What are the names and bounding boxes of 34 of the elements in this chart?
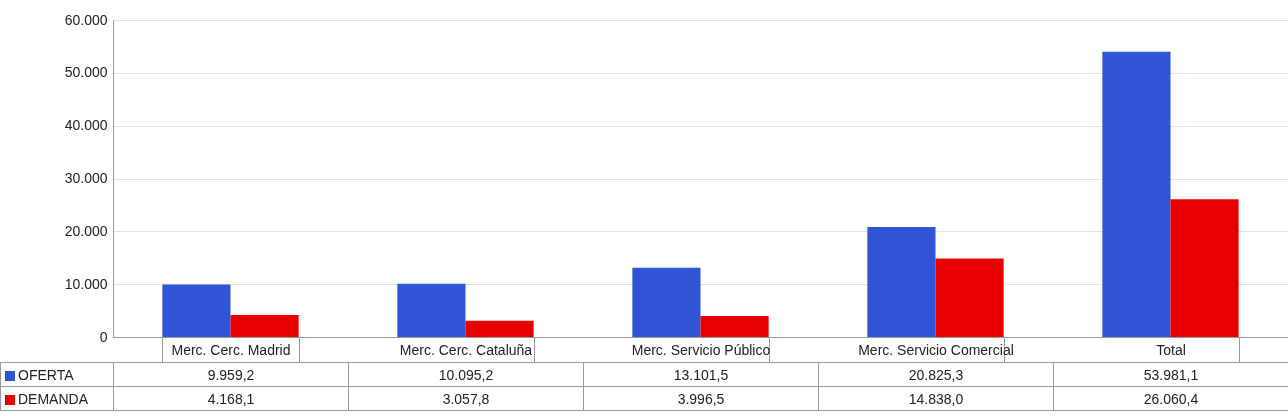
bar xyxy=(1170,199,1239,337)
bar xyxy=(632,267,701,337)
y-tick-label: 20.000 xyxy=(64,222,108,239)
bar xyxy=(700,315,769,337)
legend-label: OFERTA xyxy=(0,362,114,387)
bar xyxy=(867,226,936,337)
bar xyxy=(162,284,231,337)
x-tick-label: Merc. Cerc. Madrid xyxy=(171,341,291,358)
data-label: 20.825,3 xyxy=(818,362,1054,387)
bar xyxy=(1102,51,1171,337)
data-label: 9.959,2 xyxy=(113,362,349,387)
y-tick-label: 10.000 xyxy=(64,275,108,292)
data-label: 14.838,0 xyxy=(818,386,1054,411)
data-label: 4.168,1 xyxy=(113,386,349,411)
bar xyxy=(397,283,466,337)
data-label: 26.060,4 xyxy=(1053,386,1288,411)
y-tick-label: 40.000 xyxy=(64,117,108,134)
bar xyxy=(465,320,534,337)
x-tick-label: Merc. Cerc. Cataluña xyxy=(399,341,533,358)
bar xyxy=(935,258,1004,337)
x-tick-label: Merc. Servicio Comercial xyxy=(858,341,1014,358)
data-label: 3.057,8 xyxy=(348,386,584,411)
legend-label: DEMANDA xyxy=(0,386,114,411)
y-tick-label: 60.000 xyxy=(64,11,108,28)
y-tick-label: 30.000 xyxy=(64,170,108,186)
data-label: 53.981,1 xyxy=(1053,362,1288,387)
y-tick-label: 50.000 xyxy=(64,64,108,81)
x-tick-label: Merc. Servicio Público xyxy=(631,341,771,358)
x-tick-label: Total xyxy=(1156,341,1186,358)
y-tick-label: 0 xyxy=(99,328,108,345)
data-label: 3.996,5 xyxy=(583,386,819,411)
bar xyxy=(230,314,299,337)
data-label: 10.095,2 xyxy=(348,362,584,387)
data-label: 13.101,5 xyxy=(583,362,819,387)
